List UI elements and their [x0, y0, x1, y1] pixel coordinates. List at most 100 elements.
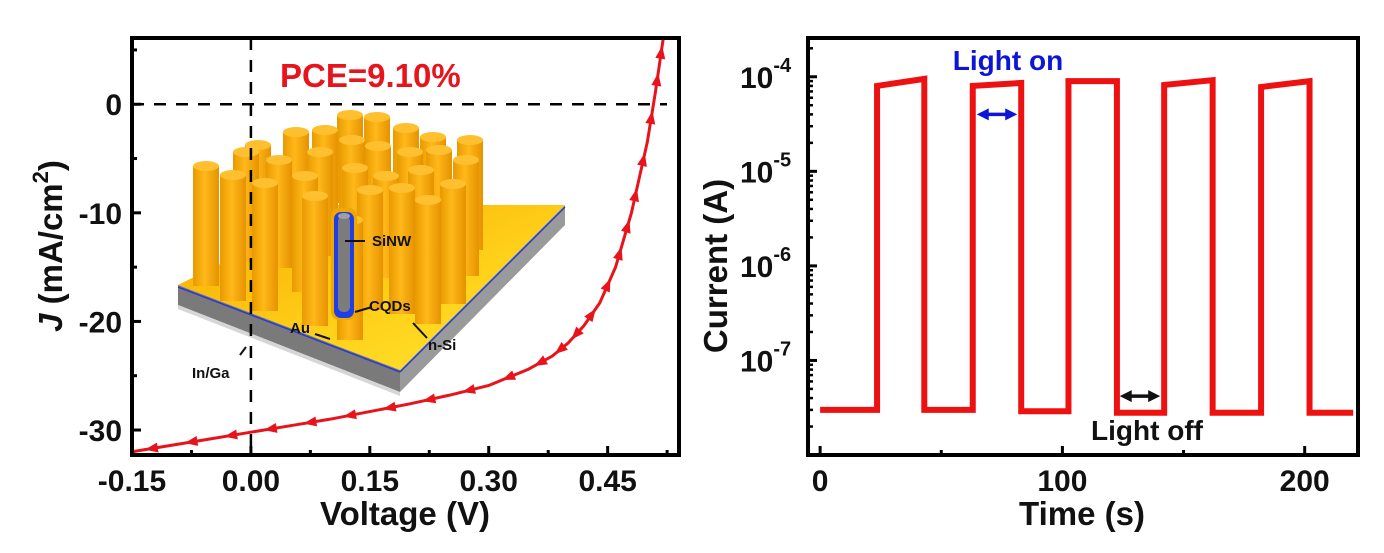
x-tick-label: 200 — [1280, 465, 1330, 498]
tick-base: 10 — [740, 156, 773, 189]
tick-exponent: -6 — [773, 244, 791, 266]
jv-series — [131, 38, 666, 454]
nanowire-cap — [193, 161, 219, 171]
nanowire — [220, 170, 246, 301]
x-tick-label: 0.30 — [460, 465, 518, 498]
nanowire-cap — [389, 183, 415, 193]
nanowire — [389, 183, 415, 314]
x-tick-labels: -0.15 0.00 0.15 0.30 0.45 — [98, 465, 637, 498]
data-point-marker — [613, 246, 623, 261]
nanowire-cap — [440, 179, 466, 189]
sinw-core-shell — [331, 208, 357, 320]
nanowire-cap — [453, 155, 479, 165]
nanowire-cap — [393, 123, 419, 133]
data-point-marker — [382, 401, 397, 412]
nanowire-cap — [292, 171, 318, 181]
plot-frame — [130, 36, 681, 457]
y-axis-title: Current (A) — [697, 179, 734, 353]
interface-line — [177, 286, 401, 373]
leader-line — [412, 322, 428, 339]
reference-lines — [132, 38, 667, 455]
inset-label-in-ga: In/Ga — [192, 365, 230, 382]
y-axis-title-unit: (mA/cm — [32, 183, 69, 313]
nanowire-cap — [373, 171, 399, 181]
y-tick-label: 10-4 — [740, 55, 792, 95]
light-on-label: Light on — [953, 45, 1063, 76]
sinw-core-top — [338, 213, 350, 219]
y-tick-label: 10-7 — [740, 338, 791, 378]
data-point-marker — [343, 409, 357, 420]
nanowire-cap — [220, 170, 246, 180]
data-point-marker — [571, 326, 584, 340]
y-axis-title-symbol: J — [32, 313, 69, 332]
nanowire — [415, 195, 441, 324]
annotations: Light on Light off — [953, 45, 1204, 446]
tick-exponent: -7 — [773, 338, 791, 360]
x-axis-title: Time (s) — [1019, 495, 1145, 532]
light-off-label: Light off — [1091, 415, 1204, 446]
x-tick-labels: 0 100 200 — [812, 465, 1330, 498]
nanowire — [193, 161, 219, 286]
nanowire-body — [440, 184, 466, 304]
x-tick-label: -0.15 — [98, 465, 166, 498]
plot-frame — [806, 36, 1360, 457]
nanowire-cap — [302, 191, 328, 201]
y-tick-label: -10 — [79, 198, 122, 231]
light-on-arrow-head-right — [1005, 108, 1018, 121]
y-axis-title-sup: 2 — [28, 171, 53, 183]
nanowire-body — [252, 183, 278, 311]
y-axis-title: J (mA/cm2) — [28, 160, 69, 332]
nanowire-cap — [266, 155, 292, 165]
in-ga-layer — [178, 305, 400, 396]
inset-label-cqds: CQDs — [369, 298, 411, 315]
nanowire-cap — [233, 147, 259, 157]
interface-line — [399, 206, 566, 373]
data-point-marker — [224, 429, 238, 440]
data-point-marker — [637, 153, 647, 167]
tick-base: 10 — [740, 345, 773, 378]
data-point-marker — [422, 393, 437, 404]
x-tick-label: 0.45 — [578, 465, 636, 498]
light-off-arrow-head-right — [1148, 390, 1161, 403]
nanowire-cap — [337, 110, 363, 120]
data-point-marker — [144, 442, 159, 453]
n-si-side — [400, 205, 565, 392]
light-on-arrow-head-left — [976, 108, 989, 121]
y-tick-labels: 10-410-510-610-7 — [740, 55, 792, 379]
leader-line — [314, 333, 331, 340]
photocurrent-line — [820, 75, 1354, 416]
tick-exponent: -5 — [773, 149, 791, 171]
nanowire-cap — [457, 135, 483, 145]
nanowire-cap — [342, 163, 368, 173]
x-tick-label: 0.00 — [222, 465, 280, 498]
nanowire-cap — [397, 147, 423, 157]
leader-line — [239, 346, 247, 356]
inset-label-au: Au — [290, 320, 310, 337]
tick-exponent: -4 — [773, 55, 792, 77]
nanowire-body — [193, 166, 219, 286]
x-tick-label: 0.15 — [341, 465, 399, 498]
data-point-marker — [620, 219, 631, 234]
data-point-marker — [651, 72, 662, 87]
leader-line — [354, 306, 373, 313]
data-point-marker — [584, 308, 596, 323]
nanowire-cap — [415, 195, 441, 205]
nanowire-cap — [357, 185, 383, 195]
data-point-marker — [600, 278, 611, 293]
y-tick-label: 10-5 — [740, 149, 791, 189]
sinw-core — [338, 216, 350, 312]
nanowire-cap — [339, 135, 365, 145]
axis-ticks — [130, 48, 669, 455]
nanowire-cap — [408, 165, 434, 175]
y-tick-labels: 0 -10 -20 -30 — [79, 89, 122, 448]
data-point-marker — [502, 370, 517, 381]
tick-base: 10 — [740, 251, 773, 284]
jv-chart: SiNW CQDs Au n-Si In/Ga -0.15 0.00 0.15 0.30 0.4… — [28, 36, 681, 532]
nanowire-cap — [426, 145, 452, 155]
nanowire-cap — [420, 132, 446, 142]
nanowire — [440, 179, 466, 304]
nanowire-cap — [312, 125, 338, 135]
y-axis-title-close: ) — [32, 160, 69, 171]
nanowire-cap — [283, 127, 309, 137]
